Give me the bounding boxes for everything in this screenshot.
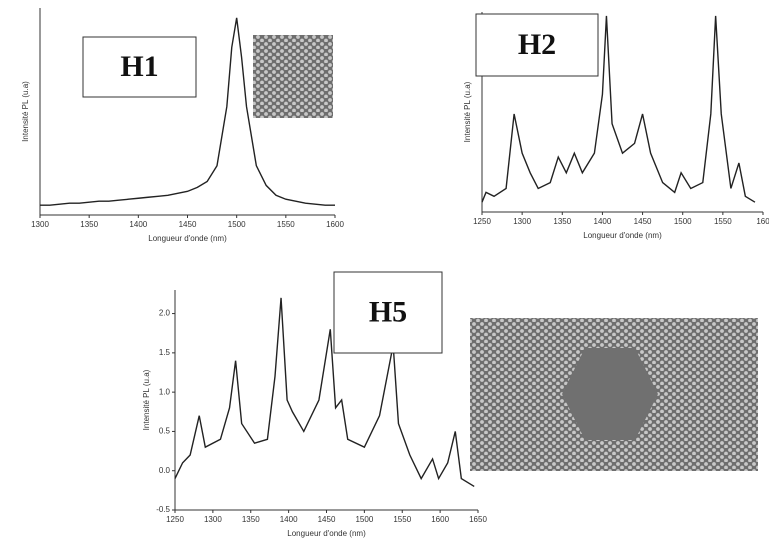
x-tick-label: 1300: [204, 515, 222, 524]
chart-title: H1: [120, 50, 158, 83]
y-tick-label: -0.5: [156, 505, 170, 514]
y-axis-label: Intensité PL (u.a): [21, 81, 30, 142]
x-tick-label: 1400: [129, 220, 147, 229]
y-axis-label: Intensité PL (u.a): [142, 369, 151, 430]
chart-title: H2: [518, 28, 556, 61]
x-tick-label: 1550: [714, 217, 732, 226]
y-tick-label: 0.0: [159, 466, 171, 475]
crystal-inset: [253, 35, 333, 118]
x-tick-label: 1350: [553, 217, 571, 226]
x-tick-label: 1600: [326, 220, 344, 229]
x-axis-label: Longueur d'onde (nm): [287, 529, 366, 538]
x-tick-label: 1500: [228, 220, 246, 229]
x-tick-label: 1300: [513, 217, 531, 226]
x-tick-label: 1250: [166, 515, 184, 524]
x-tick-label: 1550: [393, 515, 411, 524]
x-tick-label: 1400: [280, 515, 298, 524]
y-tick-label: 1.0: [159, 387, 171, 396]
x-tick-label: 1300: [31, 220, 49, 229]
x-tick-label: 1500: [674, 217, 692, 226]
x-tick-label: 160: [756, 217, 769, 226]
x-tick-label: 1600: [431, 515, 449, 524]
x-tick-label: 1350: [80, 220, 98, 229]
figure: 1300 1350 1400 1450 1500 1550 1600 Longueur d'o…: [0, 0, 769, 549]
chart-title: H5: [369, 295, 407, 328]
x-tick-label: 1650: [469, 515, 487, 524]
x-tick-label: 1250: [473, 217, 491, 226]
y-tick-label: 1.5: [159, 348, 171, 357]
y-tick-label: 0.5: [159, 427, 171, 436]
x-tick-label: 1350: [242, 515, 260, 524]
y-tick-label: 2.0: [159, 309, 171, 318]
x-tick-label: 1450: [318, 515, 336, 524]
x-tick-label: 1450: [179, 220, 197, 229]
x-tick-label: 1450: [634, 217, 652, 226]
x-tick-label: 1550: [277, 220, 295, 229]
x-axis-label: Longueur d'onde (nm): [148, 234, 227, 243]
x-tick-label: 1400: [594, 217, 612, 226]
y-axis-label: Intensité PL (u.a): [463, 81, 472, 142]
x-axis-label: Longueur d'onde (nm): [583, 231, 662, 240]
x-tick-label: 1500: [355, 515, 373, 524]
